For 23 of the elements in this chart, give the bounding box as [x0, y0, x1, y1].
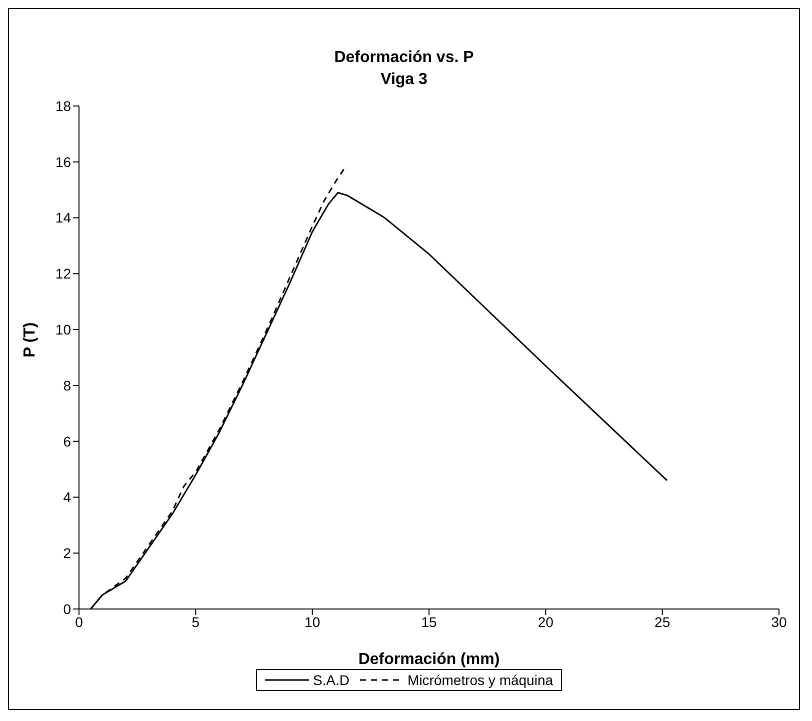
y-axis-title: P (T)	[22, 322, 39, 358]
y-tick-label: 6	[63, 433, 72, 450]
y-tick-label: 16	[55, 154, 72, 170]
y-tick-label: 8	[63, 377, 72, 394]
y-tick-label: 12	[55, 266, 72, 282]
chart-title: Deformación vs. P	[333, 48, 475, 68]
y-tick-label: 4	[63, 489, 72, 506]
y-tick-label: 10	[55, 322, 72, 338]
x-tick-label: 15	[421, 614, 437, 630]
y-tick-label: 2	[63, 545, 72, 562]
y-tick-label: 18	[55, 98, 72, 114]
y-tick-label: 14	[55, 210, 72, 226]
chart-subtitle: Viga 3	[380, 70, 428, 90]
x-tick-label: 30	[771, 614, 787, 630]
legend-label: Micrómetros y máquina	[408, 672, 554, 688]
x-axis-title: Deformación (mm)	[358, 651, 500, 668]
x-tick-label: 20	[538, 614, 554, 630]
x-tick-label: 0	[75, 614, 84, 630]
x-tick-label: 10	[304, 614, 320, 630]
x-tick-label: 25	[654, 614, 670, 630]
legend-label: S.A.D	[312, 672, 350, 688]
x-tick-label: 5	[192, 614, 200, 630]
y-tick-label: 0	[63, 600, 72, 617]
